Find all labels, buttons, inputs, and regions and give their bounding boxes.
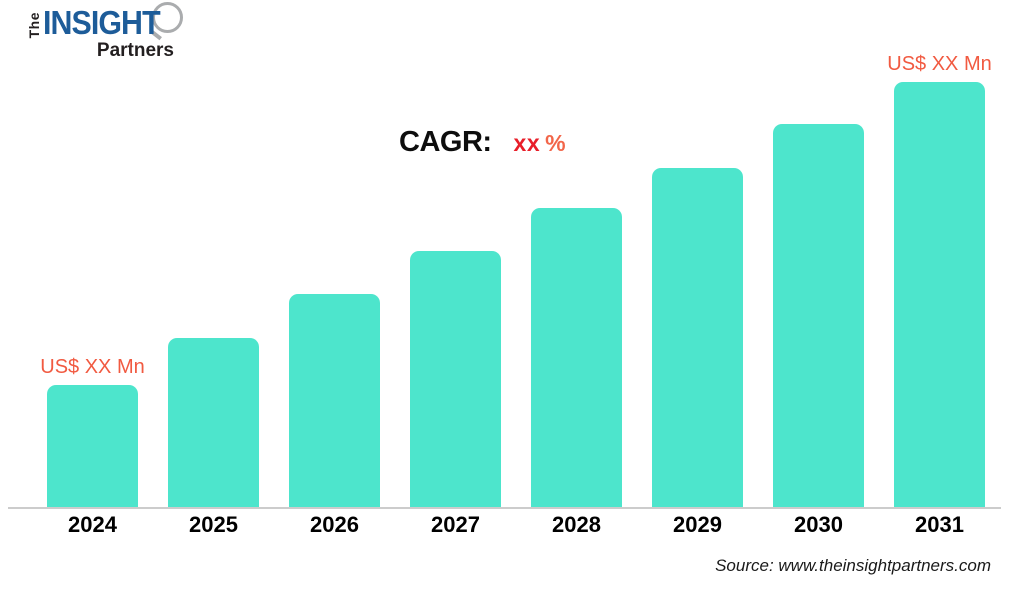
x-axis-label-2029: 2029 (673, 512, 722, 537)
bar-column-2029 (652, 82, 743, 508)
x-axis-label-2031: 2031 (915, 512, 964, 537)
magnifier-icon (152, 2, 183, 33)
bar-2025 (168, 338, 259, 508)
logo-word-the: The (26, 12, 42, 39)
logo-top-row: The INSIGHT (26, 2, 186, 41)
bar-chart: US$ XX Mn US$ XX Mn (40, 53, 992, 508)
x-axis-label-2024: 2024 (68, 512, 117, 537)
bar-2029 (652, 168, 743, 508)
bar-value-label-2031: US$ XX Mn (887, 53, 992, 75)
x-axis-label-2026: 2026 (310, 512, 359, 537)
cagr-value: xx (513, 130, 541, 156)
x-axis-label-2025: 2025 (189, 512, 238, 537)
cagr-label: CAGR: (399, 126, 492, 158)
logo-word-insight: INSIGHT (43, 4, 161, 41)
bar-column-2026 (289, 82, 380, 508)
insight-partners-logo: The INSIGHT Partners (26, 2, 186, 76)
bar-2031 (894, 82, 985, 508)
bar-2028 (531, 208, 622, 508)
source-text: Source: www.theinsightpartners.com (715, 556, 991, 575)
x-axis-label-2030: 2030 (794, 512, 843, 537)
bar-2027 (410, 251, 501, 508)
bar-2024 (47, 385, 138, 508)
logo-word-partners: Partners (96, 40, 174, 61)
cagr-annotation: CAGR: xx % (399, 126, 566, 159)
bar-column-2027 (410, 82, 501, 508)
bar-column-2025 (168, 82, 259, 508)
bar-column-2028 (531, 82, 622, 508)
x-axis-line (8, 507, 1001, 509)
bar-2030 (773, 124, 864, 508)
cagr-percent-sign: % (545, 130, 566, 156)
bar-column-2031: US$ XX Mn (887, 53, 992, 508)
bar-2026 (289, 294, 380, 508)
bar-column-2024: US$ XX Mn (40, 82, 145, 508)
x-axis-label-2027: 2027 (431, 512, 480, 537)
bar-column-2030 (773, 82, 864, 508)
x-axis-labels: 2024 2025 2026 2027 2028 2029 2030 2031 (47, 512, 985, 538)
x-axis-label-2028: 2028 (552, 512, 601, 537)
bar-value-label-2024: US$ XX Mn (40, 356, 145, 378)
